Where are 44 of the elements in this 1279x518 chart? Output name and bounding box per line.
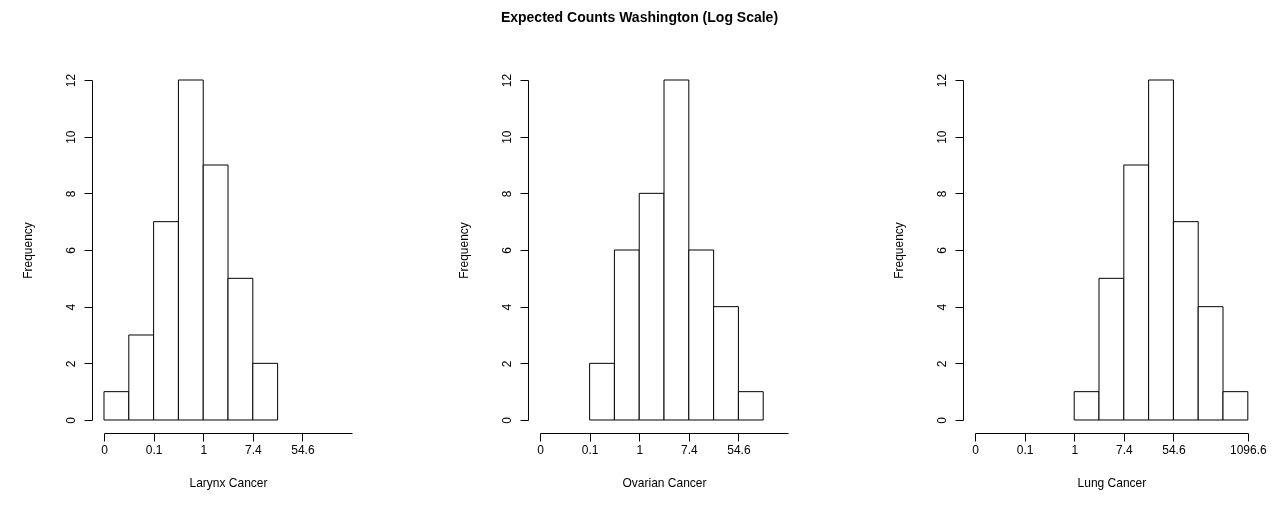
y-tick-label: 0 bbox=[64, 416, 79, 424]
x-tick-label: 0 bbox=[972, 443, 980, 458]
y-tick-label: 4 bbox=[64, 303, 79, 311]
y-tick-label: 2 bbox=[64, 360, 79, 368]
x-tick-label: 7.4 bbox=[244, 443, 262, 458]
x-tick-label: 0.1 bbox=[1016, 443, 1034, 458]
y-tick-label: 4 bbox=[935, 303, 950, 311]
y-tick-label: 12 bbox=[64, 73, 79, 88]
x-tick-label: 54.6 bbox=[1162, 443, 1186, 458]
chart-title: Expected Counts Washington (Log Scale) bbox=[499, 9, 780, 25]
y-tick-label: 8 bbox=[500, 190, 515, 198]
x-tick-label: 7.4 bbox=[1115, 443, 1133, 458]
y-tick-label: 4 bbox=[500, 303, 515, 311]
y-tick-label: 8 bbox=[935, 190, 950, 198]
y-tick-label: 8 bbox=[64, 190, 79, 198]
y-axis-title: Frequency bbox=[457, 222, 472, 279]
y-tick-label: 0 bbox=[500, 416, 515, 424]
x-axis-title: Larynx Cancer bbox=[189, 476, 268, 491]
y-tick-label: 6 bbox=[500, 246, 515, 254]
y-tick-label: 6 bbox=[935, 246, 950, 254]
x-tick-label: 1096.6 bbox=[1229, 443, 1267, 458]
x-tick-label: 0 bbox=[101, 443, 109, 458]
y-tick-label: 12 bbox=[935, 73, 950, 88]
x-tick-label: 0 bbox=[537, 443, 545, 458]
x-tick-label: 1 bbox=[1071, 443, 1079, 458]
y-axis-title: Frequency bbox=[21, 222, 36, 279]
x-tick-label: 7.4 bbox=[680, 443, 698, 458]
x-tick-label: 1 bbox=[636, 443, 644, 458]
x-tick-label: 1 bbox=[200, 443, 208, 458]
x-tick-label: 54.6 bbox=[291, 443, 315, 458]
y-tick-label: 6 bbox=[64, 246, 79, 254]
y-tick-label: 10 bbox=[500, 130, 515, 144]
x-axis-title: Ovarian Cancer bbox=[622, 476, 707, 491]
y-tick-label: 10 bbox=[935, 130, 950, 144]
x-axis-title: Lung Cancer bbox=[1077, 476, 1147, 491]
y-tick-label: 2 bbox=[935, 360, 950, 368]
y-axis-title: Frequency bbox=[892, 222, 907, 279]
y-tick-label: 2 bbox=[500, 360, 515, 368]
x-tick-label: 0.1 bbox=[145, 443, 163, 458]
x-tick-label: 54.6 bbox=[727, 443, 751, 458]
x-tick-label: 0.1 bbox=[581, 443, 599, 458]
y-tick-label: 10 bbox=[64, 130, 79, 144]
y-tick-label: 12 bbox=[500, 73, 515, 88]
y-tick-label: 0 bbox=[935, 416, 950, 424]
